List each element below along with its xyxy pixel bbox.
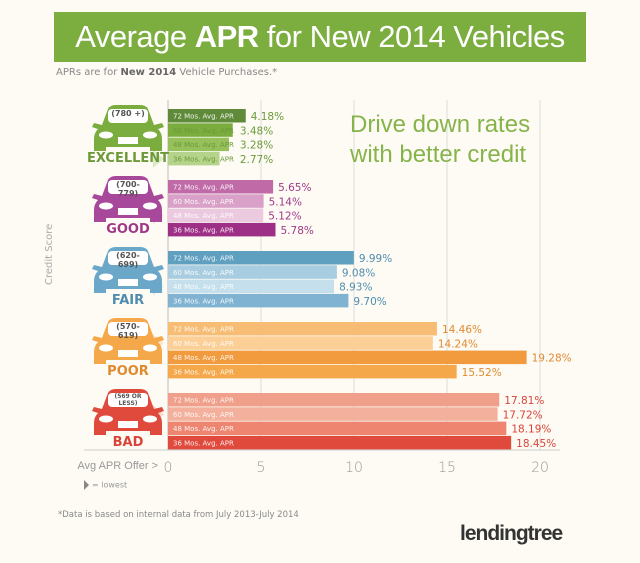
title-text-end: for New 2014 Vehicles: [258, 19, 565, 54]
bar-label: 60 Mos. Avg. APR: [173, 198, 234, 206]
bar: [168, 194, 264, 208]
value-label: 8.93%: [339, 282, 372, 294]
value-label: 5.12%: [268, 211, 301, 223]
car-icon-fair: (620-699) FAIR: [88, 245, 168, 315]
value-label: 3.28%: [240, 140, 273, 152]
bar: [168, 322, 437, 336]
value-label: 4.18%: [251, 111, 284, 123]
bar-label: 60 Mos. Avg. APR: [173, 340, 234, 348]
bar: [168, 222, 276, 237]
bar: [168, 407, 498, 421]
value-label: 14.24%: [438, 338, 478, 350]
x-axis-label: Avg APR Offer >: [77, 460, 158, 472]
bar-label: 48 Mos. Avg. APR: [173, 141, 234, 149]
title-text: Average: [75, 19, 195, 54]
bar: [168, 151, 220, 166]
bar: [168, 393, 500, 407]
value-label: 9.99%: [359, 253, 392, 265]
credit-range: (780 +): [111, 109, 145, 118]
bar-label: 72 Mos. Avg. APR: [173, 184, 234, 192]
x-tick-label: 0: [164, 460, 173, 476]
bar-label: 36 Mos. Avg. APR: [173, 439, 234, 447]
credit-grade: GOOD: [106, 222, 150, 237]
value-label: 14.46%: [442, 324, 482, 336]
bar-label: 72 Mos. Avg. APR: [173, 255, 234, 263]
value-label: 5.78%: [281, 225, 314, 237]
bar: [168, 350, 527, 365]
footnote: *Data is based on internal data from Jul…: [58, 510, 299, 520]
bar-label: 72 Mos. Avg. APR: [173, 113, 234, 121]
title-bold: APR: [194, 19, 259, 54]
credit-grade: FAIR: [111, 293, 145, 308]
value-label: 2.77%: [240, 154, 273, 166]
subtitle: APRs are for New 2014 Vehicle Purchases.…: [56, 67, 277, 78]
value-label: 15.52%: [462, 367, 502, 379]
bar-label: 36 Mos. Avg. APR: [173, 155, 234, 163]
credit-range: (700-779): [116, 180, 140, 198]
credit-range: (620-699): [116, 251, 140, 269]
car-icon-poor: (570-619) POOR: [88, 316, 168, 386]
bar-label: 72 Mos. Avg. APR: [173, 397, 234, 405]
value-label: 18.19%: [511, 424, 551, 436]
value-label: 5.14%: [269, 196, 302, 208]
legend: = lowest: [84, 480, 127, 490]
credit-grade: POOR: [107, 364, 149, 379]
bar: [168, 208, 264, 223]
lowest-marker-icon: [84, 480, 89, 490]
lowest-marker: [153, 149, 164, 168]
subtitle-post: Vehicle Purchases.*: [176, 67, 278, 78]
bar-label: 60 Mos. Avg. APR: [173, 269, 234, 277]
credit-range: (570-619): [116, 322, 140, 340]
bar: [168, 251, 354, 265]
bar-label: 60 Mos. Avg. APR: [173, 411, 234, 419]
bar-label: 36 Mos. Avg. APR: [173, 226, 234, 234]
bar-label: 36 Mos. Avg. APR: [173, 297, 234, 305]
car-icon-bad: (569 OR LESS) BAD: [88, 387, 168, 457]
bar: [168, 364, 457, 379]
subtitle-pre: APRs are for: [56, 67, 121, 78]
bar-label: 48 Mos. Avg. APR: [173, 425, 234, 433]
value-label: 17.72%: [503, 409, 543, 421]
value-label: 19.28%: [532, 353, 572, 365]
credit-grade: BAD: [112, 435, 144, 450]
x-tick-label: 20: [531, 460, 549, 476]
legend-text: = lowest: [92, 480, 128, 490]
bar-label: 72 Mos. Avg. APR: [173, 326, 234, 334]
title-bar: Average APR for New 2014 Vehicles: [54, 12, 586, 62]
subtitle-bold: New 2014: [120, 67, 177, 78]
car-icon-excellent: (780 +) EXCELLENT: [87, 103, 169, 173]
bar-label: 36 Mos. Avg. APR: [173, 368, 234, 376]
value-label: 18.45%: [516, 438, 556, 450]
bar: [168, 180, 274, 194]
bar: [168, 279, 335, 294]
bar: [168, 123, 233, 137]
tagline: Drive down rates with better credit: [350, 111, 531, 168]
bar-label: 48 Mos. Avg. APR: [173, 212, 234, 220]
bar: [168, 336, 433, 350]
value-label: 3.48%: [240, 125, 273, 137]
bar: [168, 137, 230, 152]
bar-label: 48 Mos. Avg. APR: [173, 283, 234, 291]
bar-label: 48 Mos. Avg. APR: [173, 354, 234, 362]
bar-label: 60 Mos. Avg. APR: [173, 127, 234, 135]
bar: [168, 265, 337, 279]
x-tick-label: 10: [345, 460, 363, 476]
value-label: 17.81%: [504, 395, 544, 407]
value-label: 9.70%: [353, 296, 386, 308]
bar: [168, 109, 246, 123]
lendingtree-logo: lendingtree: [460, 522, 563, 545]
bar: [168, 293, 349, 308]
credit-range: (569 OR LESS): [114, 393, 142, 407]
bar: [168, 435, 512, 450]
x-tick-label: 5: [257, 460, 266, 476]
bar: [168, 421, 507, 436]
car-icon-good: (700-779) GOOD: [88, 174, 168, 244]
credit-grade: EXCELLENT: [86, 151, 170, 166]
value-label: 9.08%: [342, 267, 375, 279]
value-label: 5.65%: [278, 182, 311, 194]
x-tick-label: 15: [438, 460, 456, 476]
